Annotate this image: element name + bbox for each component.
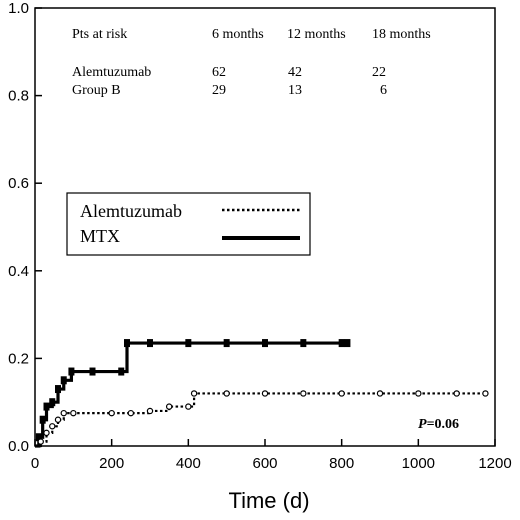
data-point-alemtuzumab [338, 390, 345, 397]
data-point-alemtuzumab [54, 416, 62, 423]
series-layer [35, 339, 489, 448]
x-tick-label: 600 [252, 455, 277, 472]
x-tick-label: 0 [31, 455, 39, 472]
data-point-mtx [35, 433, 42, 442]
data-point-alemtuzumab [146, 407, 154, 415]
legend-label-alemtuzumab: Alemtuzumab [80, 201, 182, 221]
legend-label-mtx: MTX [80, 226, 120, 246]
risk-table-header-18m: 18 months [372, 27, 431, 42]
data-point-mtx [344, 339, 351, 348]
data-point-mtx [49, 398, 56, 407]
p-value-text: =0.06 [427, 417, 459, 432]
data-point-alemtuzumab [43, 429, 50, 437]
data-point-mtx [39, 415, 46, 424]
y-tick-label: 0.2 [8, 350, 29, 367]
data-point-alemtuzumab [37, 438, 44, 445]
data-point-alemtuzumab [108, 409, 115, 417]
data-point-alemtuzumab [60, 409, 67, 417]
data-point-alemtuzumab [185, 403, 192, 410]
x-axis-title: Time (d) [228, 488, 309, 513]
y-tick-label: 0.6 [8, 175, 29, 192]
data-point-mtx [262, 339, 268, 348]
data-point-alemtuzumab [300, 390, 307, 397]
data-point-mtx [60, 376, 67, 385]
x-axis-ticks: 0 200 400 600 800 1000 1200 [31, 439, 512, 472]
legend: Alemtuzumab MTX [66, 192, 311, 256]
data-point-alemtuzumab [223, 390, 230, 397]
y-tick-label: 0.4 [8, 263, 29, 280]
data-point-alemtuzumab [453, 390, 460, 397]
data-point-mtx [147, 339, 153, 348]
data-point-alemtuzumab [376, 390, 384, 397]
data-point-alemtuzumab [415, 390, 422, 397]
risk-row-1-label: Alemtuzumab [72, 65, 151, 80]
data-point-mtx [338, 339, 345, 348]
y-tick-label: 0.8 [8, 88, 29, 105]
data-point-mtx [89, 367, 96, 376]
legend-box [66, 192, 311, 256]
risk-table-header-label: Pts at risk [72, 27, 127, 42]
x-tick-label: 1200 [478, 455, 511, 472]
risk-row-1-12m: 42 [288, 65, 302, 80]
risk-row-1-6m: 62 [212, 65, 226, 80]
data-point-alemtuzumab [70, 409, 77, 417]
data-point-alemtuzumab [482, 390, 489, 397]
data-point-alemtuzumab [261, 390, 269, 397]
risk-row-1-18m: 22 [372, 65, 386, 80]
p-value-annotation: P=0.06 [418, 417, 459, 432]
x-tick-label: 800 [329, 455, 354, 472]
risk-table-header-12m: 12 months [287, 27, 346, 42]
risk-row-2-label: Group B [72, 83, 121, 98]
p-value-symbol: P [418, 417, 427, 432]
data-point-alemtuzumab [165, 403, 173, 410]
x-tick-label: 1000 [402, 455, 435, 472]
data-point-mtx [300, 339, 307, 348]
data-point-mtx [55, 385, 61, 394]
data-point-mtx [223, 339, 230, 348]
data-point-alemtuzumab [190, 390, 198, 397]
risk-row-2-12m: 13 [288, 83, 302, 98]
y-tick-label: 0.0 [8, 438, 29, 455]
data-point-alemtuzumab [49, 423, 56, 430]
risk-row-2-6m: 29 [212, 83, 226, 98]
data-point-mtx [43, 402, 50, 411]
y-tick-label: 1.0 [8, 0, 29, 17]
data-point-mtx [124, 339, 130, 348]
risk-table-header-6m: 6 months [212, 27, 264, 42]
x-tick-label: 200 [99, 455, 124, 472]
data-point-alemtuzumab [127, 409, 135, 417]
data-point-mtx [185, 339, 192, 348]
risk-row-2-18m: 6 [380, 83, 387, 98]
x-tick-label: 400 [176, 455, 201, 472]
y-axis-ticks: 0.0 0.2 0.4 0.6 0.8 1.0 [8, 0, 42, 455]
data-point-mtx [118, 367, 125, 376]
data-point-mtx [68, 367, 75, 376]
